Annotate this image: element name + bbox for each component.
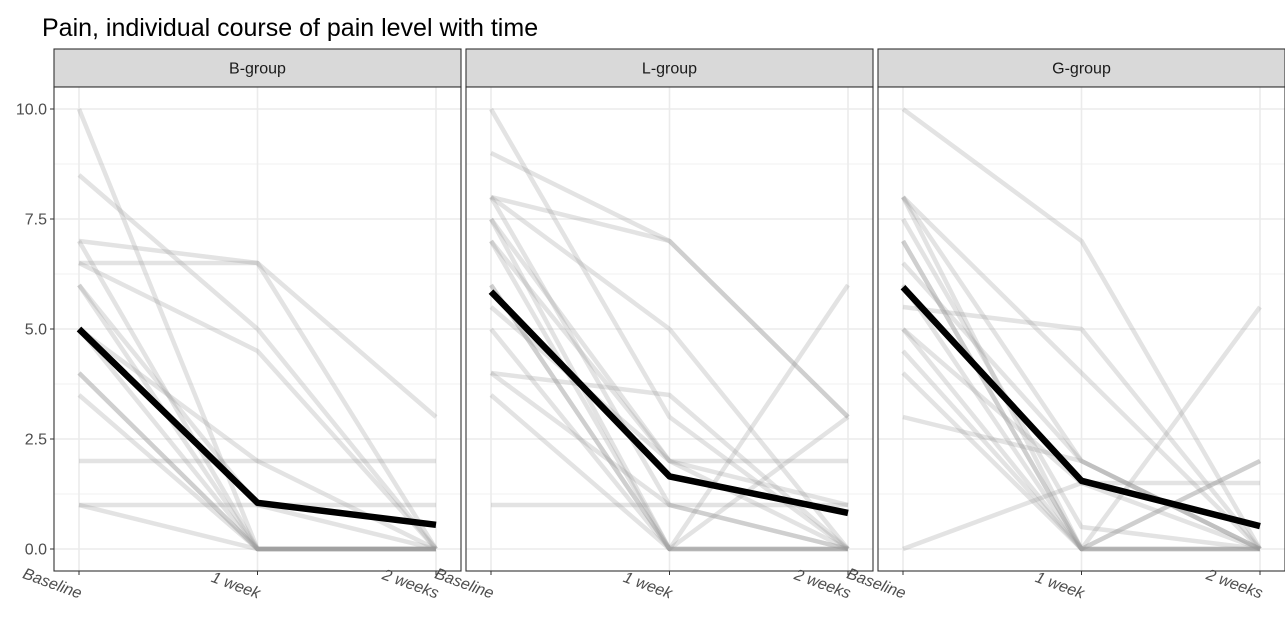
y-axis: 0.0 2.5 5.0 7.5 10.0 xyxy=(16,102,54,559)
individual-line xyxy=(901,217,1261,552)
individual-line xyxy=(77,371,436,552)
individual-line xyxy=(489,107,850,551)
individual-line xyxy=(490,150,850,419)
individual-line xyxy=(901,283,1261,552)
individual-line xyxy=(489,195,849,552)
x-tick-label: 2 weeks xyxy=(1203,566,1265,602)
individual-line xyxy=(902,414,1261,552)
x-tick-label: 2 weeks xyxy=(379,566,441,602)
y-tick-label: 10.0 xyxy=(16,102,47,119)
individual-line xyxy=(78,502,436,552)
individual-line xyxy=(78,260,438,551)
individual-line xyxy=(77,173,438,551)
individual-line xyxy=(901,261,1261,552)
individual-line xyxy=(489,305,849,508)
mean-line xyxy=(488,289,849,517)
y-tick-label: 0.0 xyxy=(25,542,47,559)
x-tick-label: 1 week xyxy=(1033,569,1087,603)
individual-line xyxy=(77,239,436,552)
individual-line xyxy=(489,283,848,552)
individual-line xyxy=(490,194,850,419)
individual-line xyxy=(901,195,1262,551)
individual-line xyxy=(900,195,1260,552)
individual-line xyxy=(77,327,436,552)
y-tick-label: 7.5 xyxy=(25,212,47,229)
facet-strip xyxy=(53,48,462,88)
x-tick-label: 1 week xyxy=(209,569,263,603)
individual-line xyxy=(77,283,436,552)
individual-line xyxy=(489,217,850,552)
individual-line xyxy=(901,239,1260,552)
facet-strip-label: G-group xyxy=(1052,61,1111,78)
chart-title: Pain, individual course of pain level wi… xyxy=(42,14,538,42)
individual-line xyxy=(489,217,848,464)
individual-line xyxy=(489,239,848,552)
individual-line xyxy=(902,304,1262,551)
x-tick-label: 1 week xyxy=(621,569,675,603)
individual-line xyxy=(76,108,436,552)
individual-line xyxy=(489,327,848,552)
individual-line xyxy=(489,371,849,552)
individual-line xyxy=(77,371,436,552)
y-tick-label: 5.0 xyxy=(25,322,47,339)
individual-line xyxy=(901,107,1262,551)
individual-line xyxy=(901,349,1261,552)
x-tick-label: 2 weeks xyxy=(791,566,853,602)
individual-line xyxy=(901,195,1261,552)
individual-line xyxy=(489,195,850,551)
individual-line xyxy=(901,305,1262,552)
mean-line xyxy=(900,284,1261,530)
individual-line xyxy=(78,238,438,551)
facet-strip xyxy=(877,48,1285,88)
individual-line xyxy=(901,327,1260,552)
individual-line xyxy=(77,393,436,552)
facet-strip xyxy=(465,48,874,88)
y-tick-label: 2.5 xyxy=(25,432,47,449)
facet-strip-label: B-group xyxy=(229,61,286,78)
individual-line xyxy=(489,283,848,552)
individual-line xyxy=(489,283,850,552)
individual-line xyxy=(489,239,849,552)
mean-line xyxy=(76,326,437,529)
individual-line xyxy=(79,260,438,419)
individual-line xyxy=(901,239,1260,552)
facet-strip-label: L-group xyxy=(642,61,697,78)
